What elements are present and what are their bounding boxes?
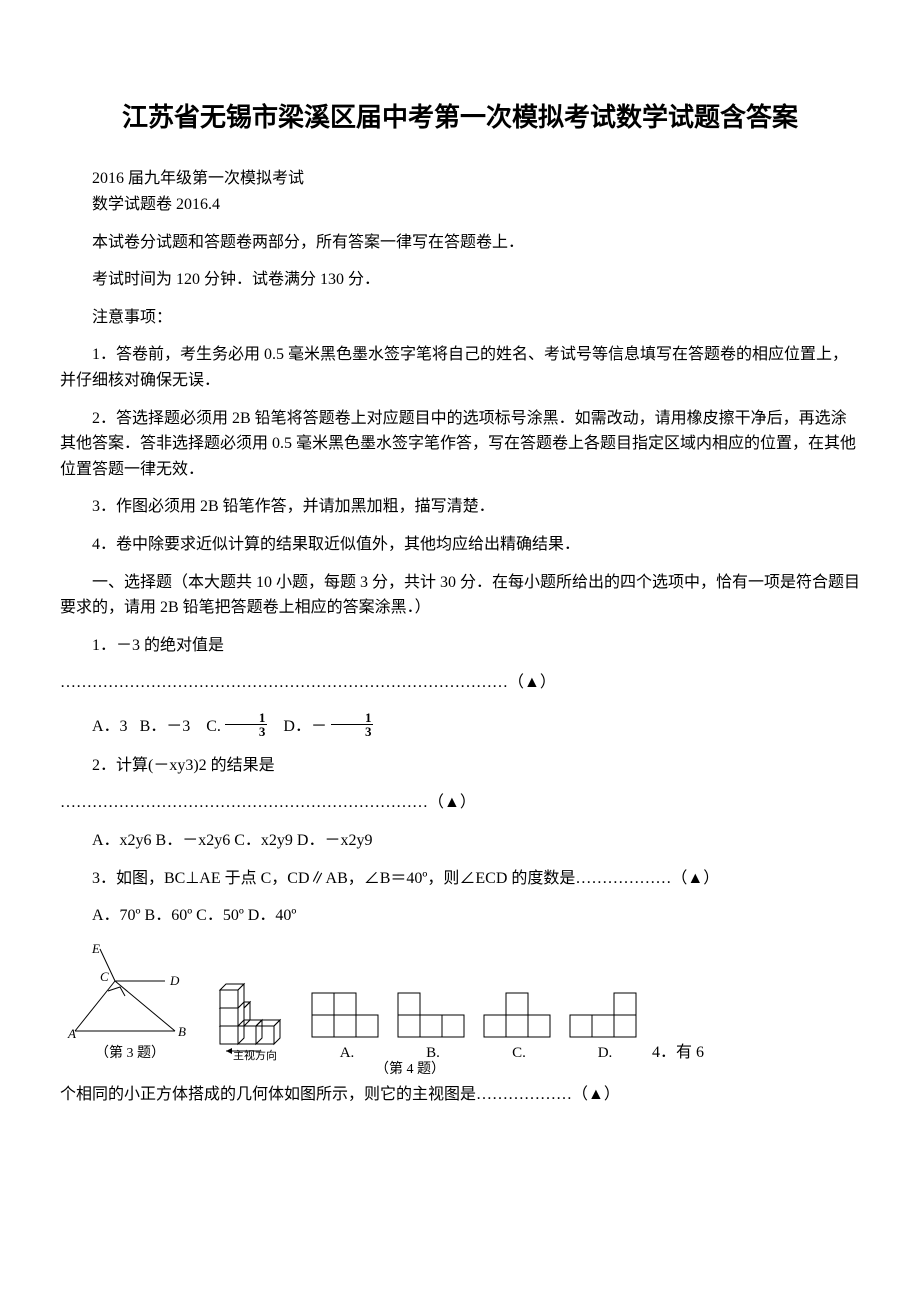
figure-q3: E C D A B （第 3 题） <box>60 941 200 1065</box>
figure-q4-solid: 主视方向 <box>210 978 300 1066</box>
intro-parts: 本试卷分试题和答题卷两部分，所有答案一律写在答题卷上． <box>60 230 860 256</box>
question-2-options: A．x2y6 B．－x2y6 C．x2y9 D．－x2y9 <box>60 828 860 854</box>
option-b-figure: B. <box>394 985 472 1065</box>
question-2-blank: ……………………………………………………………（▲） <box>60 790 860 816</box>
subtitle-exam: 2016 届九年级第一次模拟考试 <box>60 166 860 192</box>
question-1-options: A．3 B．－3 C. 1 3 D．－ 1 3 <box>60 714 860 741</box>
label-D: D <box>169 973 180 988</box>
q1-opt-c: C. <box>206 718 221 735</box>
frac-den: 3 <box>225 725 268 738</box>
solid-diagram-icon <box>210 978 300 1058</box>
subtitle-paper: 数学试题卷 2016.4 <box>60 192 860 218</box>
option-c-figure: C. <box>480 985 558 1065</box>
option-d-figure: D. <box>566 985 644 1065</box>
front-view-a-icon <box>308 985 386 1041</box>
question-4: 个相同的小正方体搭成的几何体如图所示，则它的主视图是………………（▲） <box>60 1082 860 1108</box>
document-title: 江苏省无锡市梁溪区届中考第一次模拟考试数学试题含答案 <box>60 100 860 136</box>
question-1: 1．－3 的绝对值是 <box>60 633 860 659</box>
option-d-label: D. <box>566 1041 644 1065</box>
frac-num: 1 <box>225 711 268 725</box>
question-3: 3．如图，BC⊥AE 于点 C，CD∥AB，∠B＝40º，则∠ECD 的度数是…… <box>60 866 860 892</box>
notice-3: 3．作图必须用 2B 铅笔作答，并请加黑加粗，描写清楚． <box>60 494 860 520</box>
notice-2: 2．答选择题必须用 2B 铅笔将答题卷上对应题目中的选项标号涂黑．如需改动，请用… <box>60 406 860 483</box>
view-direction-label: 主视方向 <box>210 1048 300 1066</box>
label-E: E <box>91 941 100 956</box>
q1-opt-d: D．－ <box>283 718 327 735</box>
q1-opt-a: A．3 <box>92 718 128 735</box>
question-2: 2．计算(－xy3)2 的结果是 <box>60 753 860 779</box>
notice-heading: 注意事项： <box>60 305 860 331</box>
intro-time: 考试时间为 120 分钟．试卷满分 130 分． <box>60 267 860 293</box>
geometry-diagram-icon: E C D A B <box>60 941 200 1041</box>
frac-num: 1 <box>331 711 374 725</box>
front-view-d-icon <box>566 985 644 1041</box>
frac-den: 3 <box>331 725 374 738</box>
label-A: A <box>67 1026 76 1041</box>
figure-3-label: （第 3 题） <box>60 1043 200 1065</box>
notice-4: 4．卷中除要求近似计算的结果取近似值外，其他均应给出精确结果． <box>60 532 860 558</box>
question-3-options: A．70º B．60º C．50º D．40º <box>60 903 860 929</box>
front-view-b-icon <box>394 985 472 1041</box>
notice-1: 1．答卷前，考生务必用 0.5 毫米黑色墨水签字笔将自己的姓名、考试号等信息填写… <box>60 342 860 393</box>
fraction-icon: 1 3 <box>225 711 268 738</box>
fraction-icon: 1 3 <box>331 711 374 738</box>
option-a-figure: A. <box>308 985 386 1065</box>
label-C: C <box>100 969 109 984</box>
q1-opt-b: B．－3 <box>140 718 191 735</box>
section-1-heading: 一、选择题（本大题共 10 小题，每题 3 分，共计 30 分．在每小题所给出的… <box>60 570 860 621</box>
front-view-c-icon <box>480 985 558 1041</box>
label-B: B <box>178 1024 186 1039</box>
question-4-prefix: 4．有 6 <box>652 1040 704 1066</box>
question-1-blank: …………………………………………………………………………（▲） <box>60 670 860 696</box>
option-c-label: C. <box>480 1041 558 1065</box>
